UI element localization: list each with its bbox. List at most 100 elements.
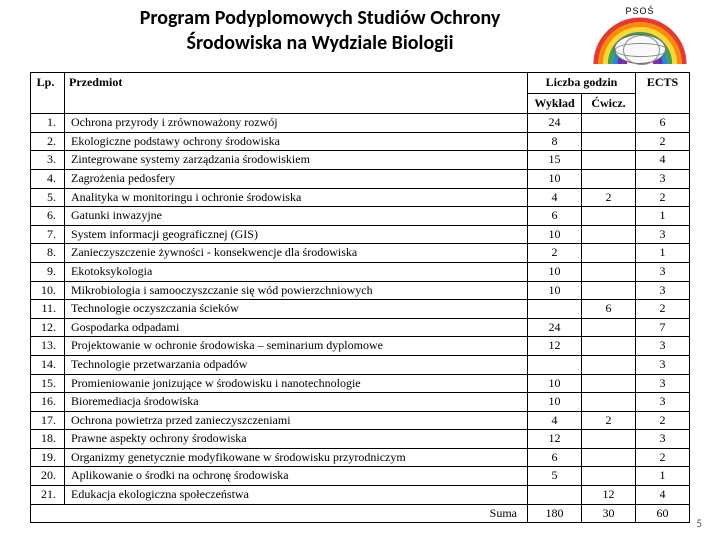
table-row: 6.Gatunki inwazyjne61	[31, 207, 690, 226]
logo-label: PSOŚ	[590, 6, 690, 16]
cell-subject: Ekotoksykologia	[65, 262, 528, 281]
cell-exercise	[582, 393, 636, 412]
cell-ects: 2	[636, 448, 690, 467]
cell-subject: Ochrona powietrza przed zanieczyszczenia…	[65, 411, 528, 430]
cell-lecture	[528, 300, 582, 319]
cell-lp: 9.	[31, 262, 65, 281]
cell-subject: Projektowanie w ochronie środowiska – se…	[65, 337, 528, 356]
logo: PSOŚ	[590, 6, 690, 66]
cell-exercise: 6	[582, 300, 636, 319]
table-row: 1.Ochrona przyrody i zrównoważony rozwój…	[31, 114, 690, 133]
cell-lp: 12.	[31, 318, 65, 337]
cell-lp: 16.	[31, 393, 65, 412]
cell-lp: 6.	[31, 207, 65, 226]
cell-subject: Gatunki inwazyjne	[65, 207, 528, 226]
cell-ects: 3	[636, 169, 690, 188]
cell-ects: 3	[636, 262, 690, 281]
cell-lecture: 10	[528, 225, 582, 244]
cell-lecture: 10	[528, 374, 582, 393]
cell-exercise	[582, 467, 636, 486]
curriculum-table: Lp. Przedmiot Liczba godzin ECTS Wykład …	[30, 72, 690, 523]
cell-subject: Technologie przetwarzania odpadów	[65, 355, 528, 374]
col-header-subject: Przedmiot	[65, 73, 528, 114]
cell-exercise: 12	[582, 486, 636, 505]
cell-subject: Ochrona przyrody i zrównoważony rozwój	[65, 114, 528, 133]
cell-lp: 4.	[31, 169, 65, 188]
table-row: 20.Aplikowanie o środki na ochronę środo…	[31, 467, 690, 486]
cell-exercise	[582, 355, 636, 374]
table-row: 14.Technologie przetwarzania odpadów3	[31, 355, 690, 374]
table-body: 1.Ochrona przyrody i zrównoważony rozwój…	[31, 114, 690, 523]
cell-exercise: 2	[582, 411, 636, 430]
sum-exercise: 30	[582, 504, 636, 523]
cell-subject: Promieniowanie jonizujące w środowisku i…	[65, 374, 528, 393]
table-row: 3.Zintegrowane systemy zarządzania środo…	[31, 151, 690, 170]
cell-ects: 4	[636, 151, 690, 170]
table-row: 9.Ekotoksykologia10 3	[31, 262, 690, 281]
cell-lp: 3.	[31, 151, 65, 170]
title-line2: Środowiska na Wydziale Biologii	[186, 31, 453, 55]
table-row: 17.Ochrona powietrza przed zanieczyszcze…	[31, 411, 690, 430]
cell-ects: 1	[636, 244, 690, 263]
cell-lp: 8.	[31, 244, 65, 263]
cell-lecture: 15	[528, 151, 582, 170]
cell-lp: 10.	[31, 281, 65, 300]
cell-ects: 4	[636, 486, 690, 505]
cell-exercise	[582, 262, 636, 281]
cell-subject: Mikrobiologia i samooczyszczanie się wód…	[65, 281, 528, 300]
cell-exercise	[582, 244, 636, 263]
cell-lp: 18.	[31, 430, 65, 449]
table-row: 13.Projektowanie w ochronie środowiska –…	[31, 337, 690, 356]
cell-subject: Bioremediacja środowiska	[65, 393, 528, 412]
title-line1: Program Podyplomowych Studiów Ochrony	[140, 6, 501, 30]
cell-exercise	[582, 132, 636, 151]
cell-lp: 17.	[31, 411, 65, 430]
cell-lecture: 12	[528, 337, 582, 356]
cell-subject: Zintegrowane systemy zarządzania środowi…	[65, 151, 528, 170]
cell-exercise	[582, 337, 636, 356]
cell-lp: 5.	[31, 188, 65, 207]
cell-lecture	[528, 486, 582, 505]
cell-subject: Ekologiczne podstawy ochrony środowiska	[65, 132, 528, 151]
cell-lp: 13.	[31, 337, 65, 356]
cell-lp: 15.	[31, 374, 65, 393]
table-head: Lp. Przedmiot Liczba godzin ECTS Wykład …	[31, 73, 690, 114]
cell-lecture: 10	[528, 393, 582, 412]
table-row: 21.Edukacja ekologiczna społeczeństwa124	[31, 486, 690, 505]
cell-lp: 11.	[31, 300, 65, 319]
cell-lecture: 5	[528, 467, 582, 486]
table-row: 10.Mikrobiologia i samooczyszczanie się …	[31, 281, 690, 300]
cell-ects: 3	[636, 374, 690, 393]
cell-lp: 20.	[31, 467, 65, 486]
cell-exercise	[582, 448, 636, 467]
cell-exercise	[582, 281, 636, 300]
table-row: 15.Promieniowanie jonizujące w środowisk…	[31, 374, 690, 393]
cell-lecture: 10	[528, 262, 582, 281]
cell-lecture: 4	[528, 188, 582, 207]
cell-lecture: 8	[528, 132, 582, 151]
table-container: Lp. Przedmiot Liczba godzin ECTS Wykład …	[0, 70, 720, 523]
cell-lecture: 12	[528, 430, 582, 449]
table-row: 11.Technologie oczyszczania ścieków62	[31, 300, 690, 319]
cell-ects: 3	[636, 225, 690, 244]
cell-lp: 2.	[31, 132, 65, 151]
cell-subject: Zanieczyszczenie żywności - konsekwencje…	[65, 244, 528, 263]
table-row: 8.Zanieczyszczenie żywności - konsekwenc…	[31, 244, 690, 263]
cell-ects: 7	[636, 318, 690, 337]
table-row: 19.Organizmy genetycznie modyfikowane w …	[31, 448, 690, 467]
cell-subject: Technologie oczyszczania ścieków	[65, 300, 528, 319]
cell-subject: Aplikowanie o środki na ochronę środowis…	[65, 467, 528, 486]
table-row: 16.Bioremediacja środowiska10 3	[31, 393, 690, 412]
cell-exercise: 2	[582, 188, 636, 207]
cell-ects: 6	[636, 114, 690, 133]
sum-ects: 60	[636, 504, 690, 523]
col-header-lecture: Wykład	[528, 93, 582, 114]
cell-lp: 1.	[31, 114, 65, 133]
col-header-hours: Liczba godzin	[528, 73, 636, 94]
cell-lp: 14.	[31, 355, 65, 374]
cell-exercise	[582, 169, 636, 188]
cell-ects: 3	[636, 393, 690, 412]
table-row: 7.System informacji geograficznej (GIS)1…	[31, 225, 690, 244]
cell-subject: Analityka w monitoringu i ochronie środo…	[65, 188, 528, 207]
cell-ects: 1	[636, 207, 690, 226]
